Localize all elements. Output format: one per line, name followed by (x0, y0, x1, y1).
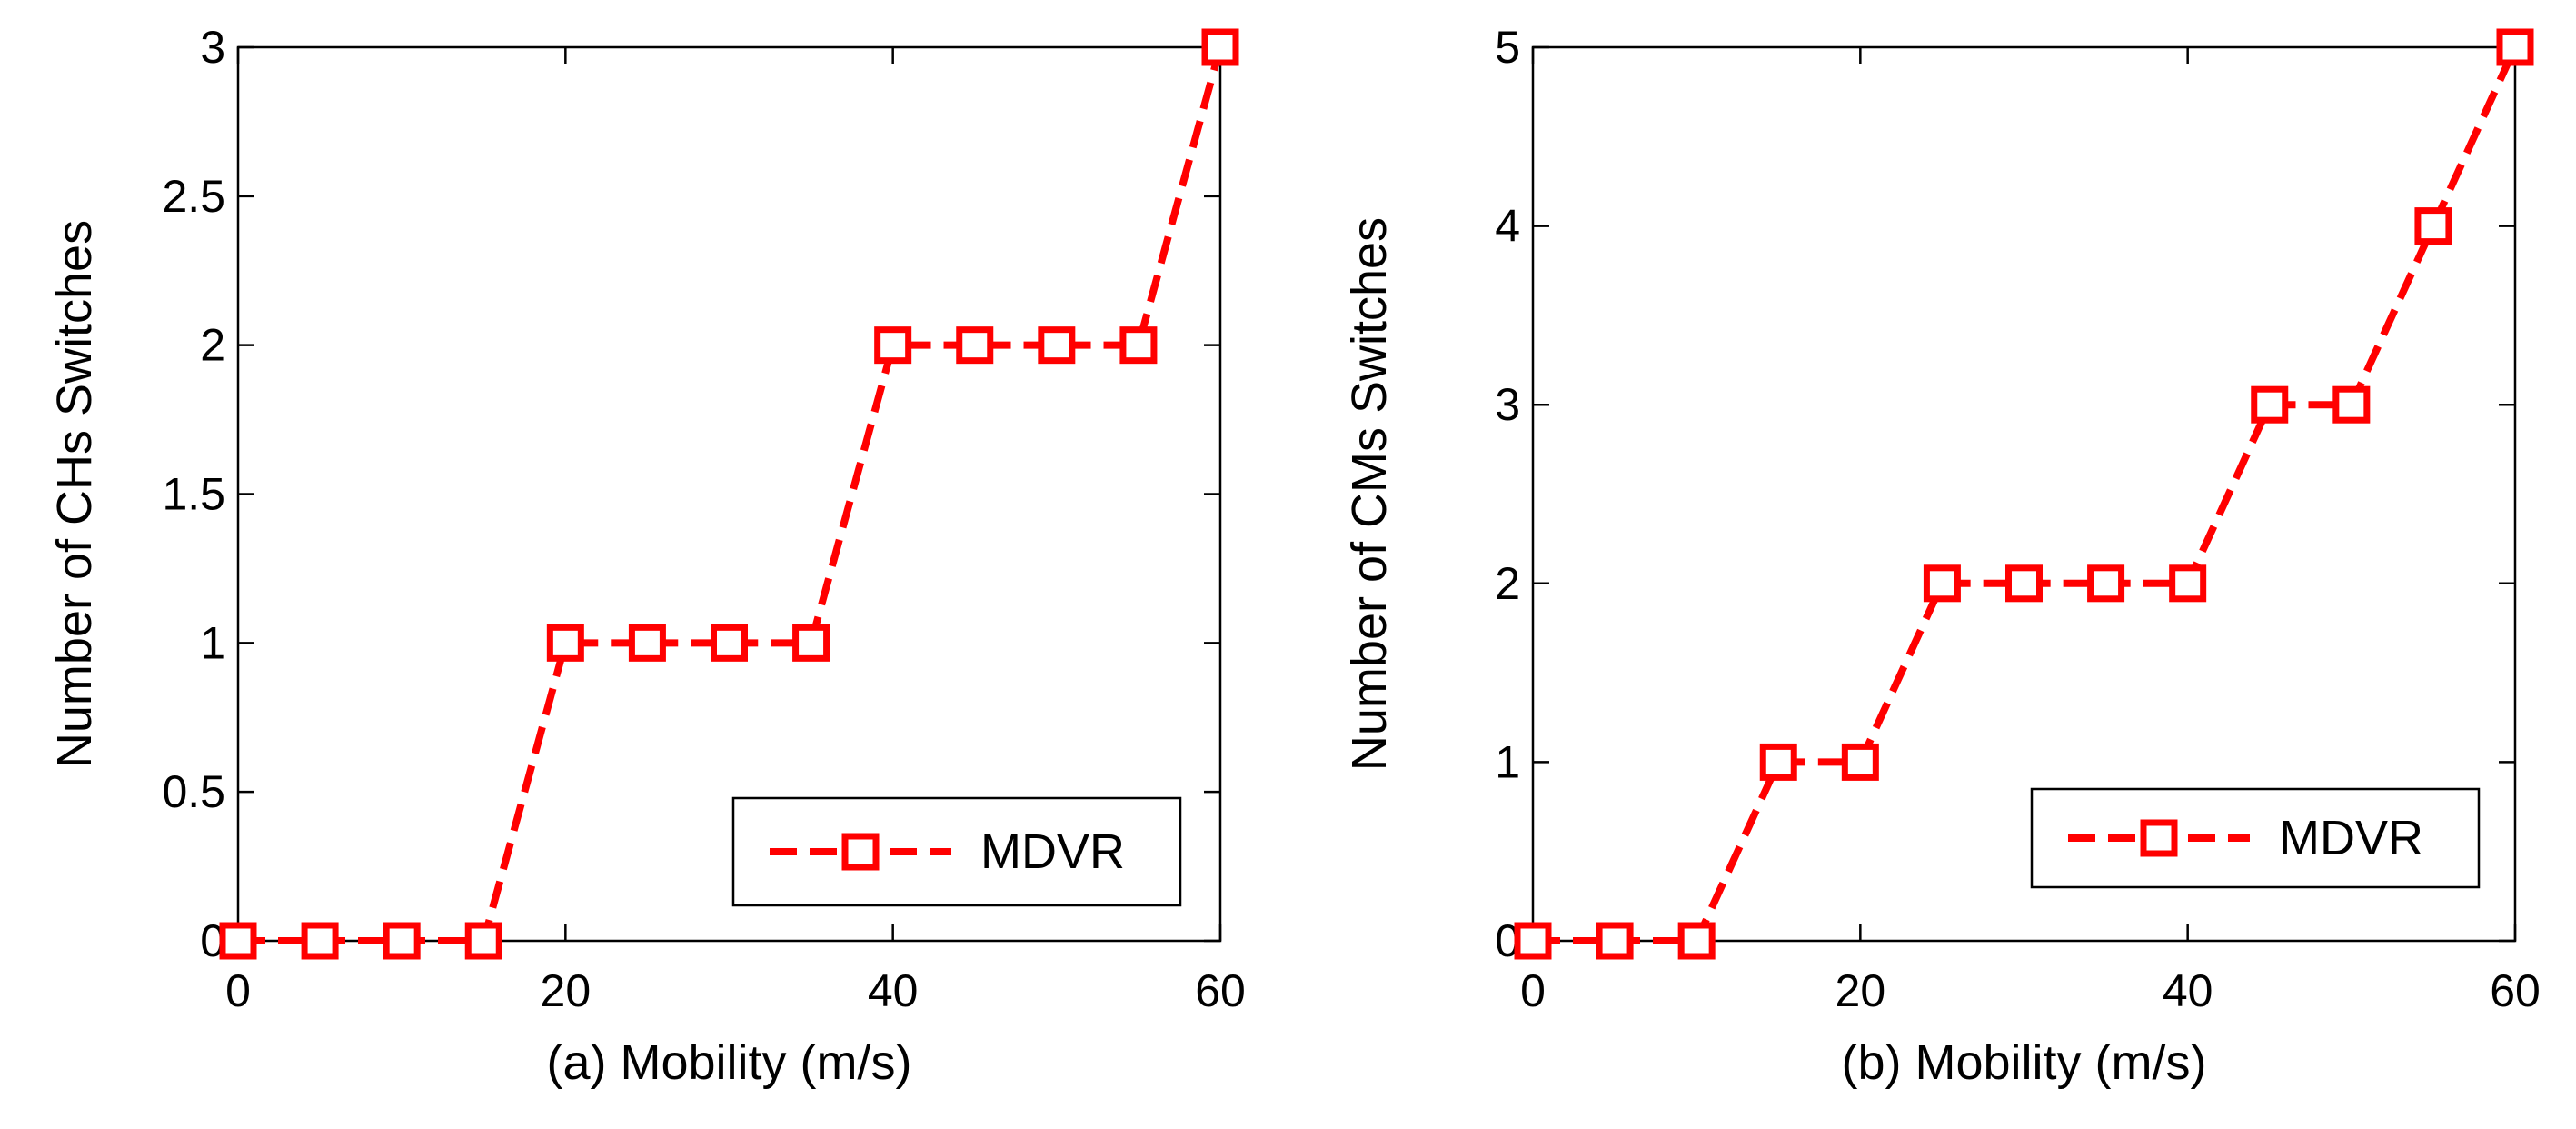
chart-panel-a: 00.511.522.530 20 40 60(a) Mobility (m/s)Nu… (47, 22, 1246, 1090)
x-axis-title: (b) Mobility (m/s) (1842, 1035, 2207, 1090)
plot-area-frame (1531, 45, 2517, 943)
y-tick-label: 1 (200, 617, 225, 668)
x-tick-label: 60 (1195, 965, 1246, 1016)
data-point-marker (628, 624, 666, 662)
y-tick-label: 0.5 (162, 766, 225, 817)
data-point-marker (2414, 207, 2452, 245)
y-tick-label: 4 (1495, 201, 1520, 252)
y-tick-label: 1 (1495, 736, 1520, 787)
x-tick-label: 0 (225, 965, 251, 1016)
legend-label: MDVR (980, 824, 1125, 879)
data-point-marker (956, 326, 994, 365)
x-tick-label: 20 (1835, 965, 1886, 1016)
data-point-marker (1841, 743, 1879, 781)
y-tick-label: 1.5 (162, 469, 225, 520)
x-axis-title: (a) Mobility (m/s) (547, 1035, 912, 1090)
y-tick-label: 3 (1495, 379, 1520, 430)
y-tick-label: 5 (1495, 22, 1520, 73)
data-point-marker (2005, 564, 2043, 603)
x-tick-label: 60 (2490, 965, 2541, 1016)
y-axis-title: Number of CMs Switches (1342, 217, 1397, 771)
data-point-marker (1759, 743, 1797, 781)
data-point-marker (1596, 922, 1634, 960)
legend-label: MDVR (2279, 811, 2423, 865)
data-point-marker (1038, 326, 1076, 365)
data-point-marker (464, 922, 502, 960)
data-point-marker (874, 326, 912, 365)
data-point-marker (711, 624, 748, 662)
data-point-marker (301, 922, 339, 960)
x-tick-label: 40 (868, 965, 919, 1016)
legend-marker-swatch (841, 833, 880, 871)
data-point-marker (2496, 28, 2534, 66)
legend-box (731, 796, 1182, 907)
data-point-marker (546, 624, 584, 662)
x-tick-label: 20 (541, 965, 592, 1016)
data-point-marker (2169, 564, 2207, 603)
y-tick-label: 2 (200, 320, 225, 371)
y-tick-label: 3 (200, 22, 225, 73)
data-point-marker (792, 624, 830, 662)
y-axis-title: Number of CHs Switches (47, 220, 102, 768)
x-tick-label: 40 (2163, 965, 2213, 1016)
x-tick-label: 0 (1520, 965, 1546, 1016)
legend-box (2030, 787, 2481, 889)
data-point-marker (219, 922, 257, 960)
legend-marker-swatch (2140, 819, 2178, 857)
data-point-marker (383, 922, 421, 960)
data-point-marker (1201, 28, 1239, 66)
data-point-marker (2251, 385, 2289, 424)
data-point-marker (2087, 564, 2125, 603)
y-tick-label: 2 (1495, 558, 1520, 609)
data-point-marker (2332, 385, 2371, 424)
data-point-marker (1119, 326, 1158, 365)
data-point-marker (1677, 922, 1716, 960)
data-point-marker (1514, 922, 1552, 960)
y-tick-label: 2.5 (162, 171, 225, 222)
data-point-marker (1923, 564, 1961, 603)
